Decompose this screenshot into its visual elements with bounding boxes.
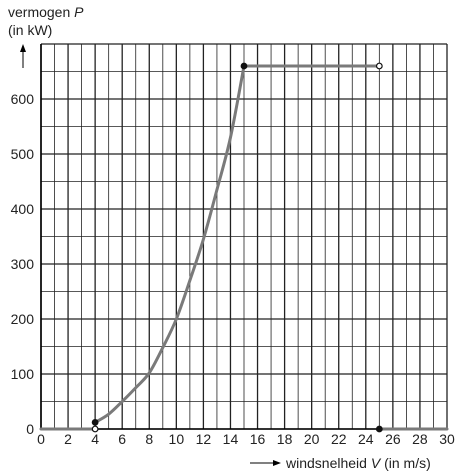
- y-axis-arrow: [20, 44, 26, 68]
- x-tick-label: 2: [64, 431, 72, 447]
- minor-grid: [41, 44, 447, 429]
- y-tick-label: 400: [11, 201, 35, 217]
- x-tick-label: 30: [439, 431, 455, 447]
- y-tick-label: 100: [11, 366, 35, 382]
- x-tick-backdrop: [59, 432, 78, 446]
- x-tick-label: 4: [91, 431, 99, 447]
- x-tick-backdrop: [167, 432, 186, 446]
- closed-endpoint: [375, 425, 383, 433]
- y-tick-labels: 0 100 200 300 400 500 600: [11, 91, 35, 437]
- x-tick-backdrop: [248, 432, 267, 446]
- x-tick-backdrop: [302, 432, 321, 446]
- x-tick-backdrop: [221, 432, 240, 446]
- svg-text:vermogen P: vermogen P: [8, 4, 84, 20]
- y-tick-label: 0: [26, 421, 34, 437]
- x-tick-label: 16: [250, 431, 266, 447]
- y-tick-label: 300: [11, 256, 35, 272]
- y-tick-label: 200: [11, 311, 35, 327]
- y-axis-title: vermogen P (in kW): [8, 4, 84, 38]
- x-tick-backdrop: [86, 432, 105, 446]
- y-tick-label: 500: [11, 146, 35, 162]
- curve-endpoints: [91, 62, 383, 433]
- x-tick-labels: 0 2 4 6 8 10 12 14 16 18 20 22 24 26 28 30: [32, 431, 456, 447]
- x-axis-label: windsnelheid: [285, 455, 367, 471]
- x-tick-backdrop: [329, 432, 348, 446]
- x-axis-title: windsnelheid V (in m/s): [285, 455, 431, 471]
- y-axis-unit: (in kW): [8, 22, 52, 38]
- x-tick-label: 24: [358, 431, 374, 447]
- y-axis-variable: P: [74, 4, 84, 20]
- x-tick-backdrop: [113, 432, 132, 446]
- x-tick-label: 10: [169, 431, 185, 447]
- y-tick-label: 600: [11, 91, 35, 107]
- x-tick-label: 14: [223, 431, 239, 447]
- x-tick-label: 18: [277, 431, 293, 447]
- x-tick-backdrop: [275, 432, 294, 446]
- x-tick-backdrop: [383, 432, 402, 446]
- x-tick-backdrop: [32, 432, 50, 446]
- x-tick-label: 12: [196, 431, 212, 447]
- open-endpoint: [91, 425, 99, 433]
- x-tick-label: 28: [412, 431, 428, 447]
- x-tick-label: 20: [304, 431, 320, 447]
- x-tick-backdrop: [410, 432, 429, 446]
- x-tick-label: 8: [145, 431, 153, 447]
- power-curve: [39, 64, 449, 431]
- closed-endpoint: [91, 419, 99, 426]
- x-tick-backdrop: [140, 432, 159, 446]
- x-axis-variable: V: [371, 455, 382, 471]
- x-tick-backdrop: [356, 432, 375, 446]
- x-tick-backdrop: [438, 432, 456, 446]
- closed-endpoint: [240, 62, 248, 70]
- x-axis-arrow: [250, 460, 281, 466]
- x-tick-label: 22: [331, 431, 347, 447]
- x-tick-backdrop: [194, 432, 213, 446]
- x-tick-label: 0: [37, 431, 45, 447]
- x-tick-label: 26: [385, 431, 401, 447]
- y-axis-label: vermogen: [8, 4, 70, 20]
- open-endpoint: [375, 62, 383, 70]
- curve-segment: [93, 64, 246, 424]
- x-tick-label: 6: [118, 431, 126, 447]
- x-axis-unit: (in m/s): [384, 455, 431, 471]
